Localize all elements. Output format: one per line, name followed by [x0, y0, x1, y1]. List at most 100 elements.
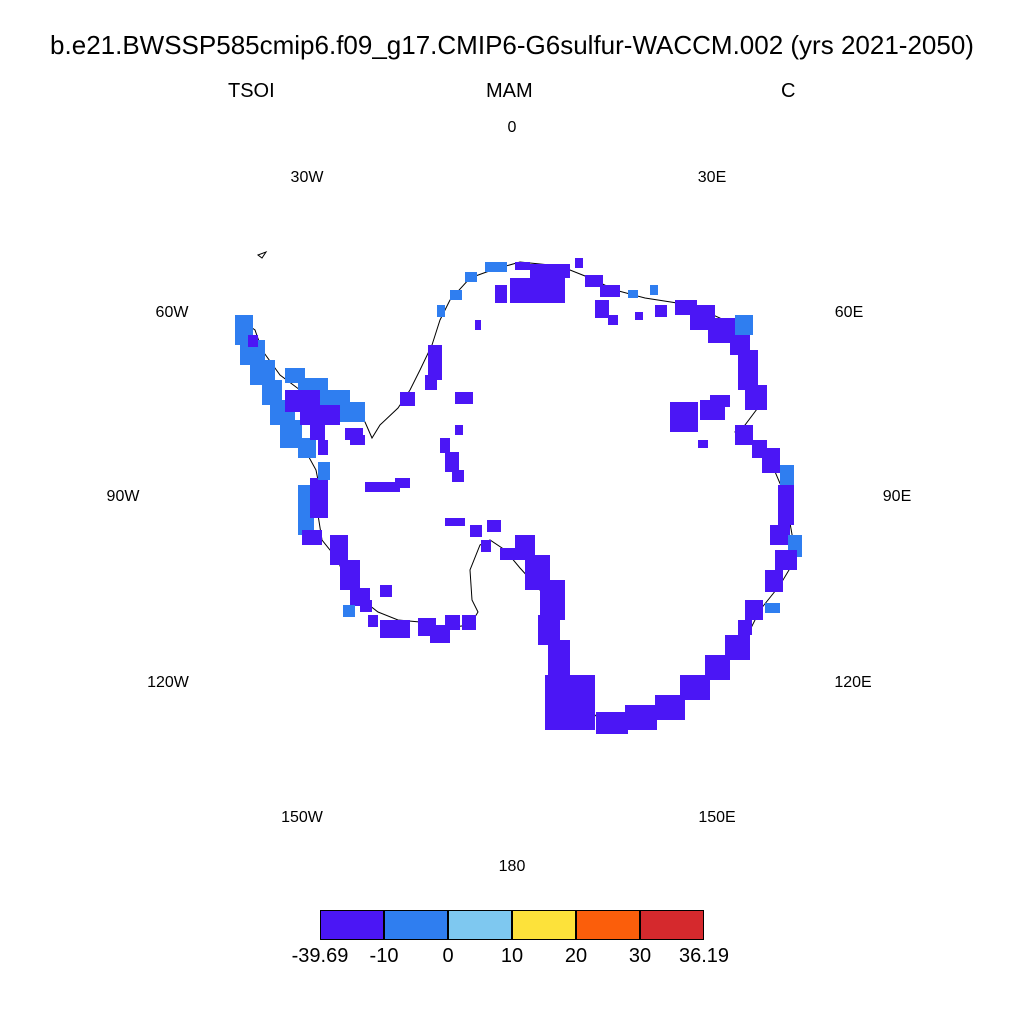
- data-cell: [710, 395, 730, 407]
- data-cell: [585, 275, 603, 287]
- data-cell: [455, 392, 473, 404]
- data-cell: [300, 405, 340, 425]
- data-cell: [440, 438, 450, 453]
- data-cell: [735, 315, 753, 335]
- data-cell: [655, 695, 685, 720]
- data-cell: [330, 535, 348, 565]
- plot-title: b.e21.BWSSP585cmip6.f09_g17.CMIP6-G6sulf…: [50, 30, 974, 60]
- data-cell: [475, 320, 481, 330]
- data-cell: [462, 615, 476, 630]
- data-cell: [298, 438, 316, 458]
- data-cell: [778, 485, 794, 525]
- variable-label: TSOI: [228, 80, 275, 102]
- data-cell: [360, 600, 372, 612]
- lon-label-90w: 90W: [106, 488, 140, 505]
- data-cell: [770, 525, 790, 545]
- data-cell: [485, 262, 507, 272]
- data-cell: [545, 675, 595, 730]
- data-cell: [470, 525, 482, 537]
- data-cell: [575, 258, 583, 268]
- colorbar-label: 0: [442, 945, 454, 967]
- data-cell: [465, 272, 477, 282]
- data-cell: [655, 305, 667, 317]
- data-cell: [650, 285, 658, 295]
- colorbar-box-3: [448, 910, 512, 940]
- lon-label-90e: 90E: [882, 488, 912, 505]
- data-cell: [380, 620, 410, 638]
- colorbar-box-6: [640, 910, 704, 940]
- data-cell: [365, 482, 400, 492]
- data-cell: [738, 350, 758, 390]
- colorbar-label-max: 36.19: [678, 945, 730, 967]
- data-cell: [340, 560, 360, 590]
- data-cell: [735, 425, 753, 445]
- lon-label-150w: 150W: [281, 809, 323, 826]
- lon-label-30e: 30E: [697, 169, 727, 186]
- data-cell: [310, 478, 328, 518]
- colorbar-label: 10: [500, 945, 524, 967]
- data-cell: [596, 712, 628, 734]
- colorbar-box-5: [576, 910, 640, 940]
- data-cell: [608, 315, 618, 325]
- data-cell: [445, 615, 460, 630]
- data-cell: [548, 640, 570, 680]
- data-cell: [600, 285, 620, 297]
- data-cell: [428, 345, 442, 380]
- colorbar-box-2: [384, 910, 448, 940]
- data-cell: [635, 312, 643, 320]
- lon-label-0: 0: [507, 119, 517, 136]
- data-cell: [515, 535, 535, 560]
- data-cell: [445, 518, 465, 526]
- data-cell: [481, 540, 491, 552]
- data-cell: [628, 290, 638, 298]
- lon-label-30w: 30W: [290, 169, 324, 186]
- data-cell: [745, 385, 767, 410]
- lon-label-150e: 150E: [698, 809, 736, 826]
- colorbar-box-1: [320, 910, 384, 940]
- data-cell: [368, 615, 378, 627]
- season-label: MAM: [486, 80, 533, 102]
- colorbar-label: -10: [369, 945, 399, 967]
- lon-label-180: 180: [498, 858, 526, 875]
- units-label: C: [781, 80, 796, 102]
- data-cell: [530, 264, 570, 278]
- data-cell: [540, 580, 565, 620]
- data-cell: [280, 420, 302, 448]
- lon-label-120e: 120E: [834, 674, 872, 691]
- data-cell: [738, 620, 752, 635]
- data-cell: [445, 452, 459, 472]
- data-cell: [455, 425, 463, 435]
- data-cell: [538, 615, 560, 645]
- data-cell: [350, 435, 365, 445]
- colorbar-label-min: -39.69: [291, 945, 349, 967]
- data-cell: [515, 262, 530, 270]
- data-cell: [437, 305, 445, 317]
- data-cell: [380, 585, 392, 597]
- data-cell: [340, 402, 365, 422]
- data-cell: [762, 448, 780, 473]
- data-cell: [595, 300, 609, 318]
- data-cell: [625, 705, 657, 730]
- colorbar-label: 30: [628, 945, 652, 967]
- data-cell: [248, 335, 258, 347]
- data-cell: [765, 570, 783, 592]
- data-cells: [235, 258, 802, 734]
- data-cell: [395, 478, 410, 488]
- data-cell: [745, 600, 763, 620]
- data-cell: [510, 278, 565, 303]
- data-cell: [670, 402, 698, 432]
- data-cell: [310, 425, 325, 440]
- data-cell: [343, 605, 355, 617]
- data-cell: [450, 290, 462, 300]
- data-cell: [262, 380, 282, 405]
- lon-label-60e: 60E: [834, 304, 864, 321]
- antarctic-map: [235, 250, 802, 734]
- data-cell: [425, 375, 437, 390]
- lon-label-120w: 120W: [147, 674, 189, 691]
- data-cell: [452, 470, 464, 482]
- data-cell: [765, 603, 780, 613]
- data-cell: [400, 392, 415, 406]
- data-cell: [775, 550, 797, 570]
- data-cell: [318, 462, 330, 480]
- data-cell: [780, 465, 794, 487]
